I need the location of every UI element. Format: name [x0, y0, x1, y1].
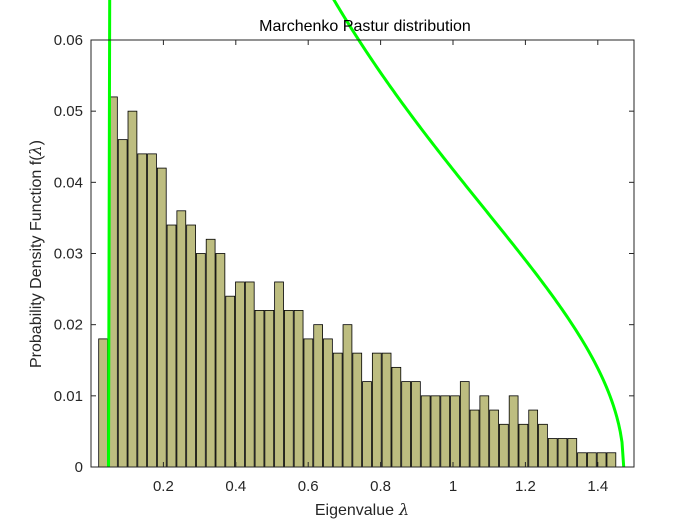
histogram-bar: [98, 338, 108, 468]
histogram-bar: [371, 352, 382, 468]
histogram-bar: [440, 395, 451, 468]
histogram-bar: [147, 153, 157, 468]
x-axis-title: Eigenvalue λ: [315, 500, 409, 519]
histogram-bar: [196, 253, 206, 468]
x-tick-label: 0.8: [370, 478, 391, 495]
y-axis-title: Probability Density Function f(λ): [26, 140, 45, 368]
histogram-bar: [225, 295, 236, 468]
histogram-bar: [547, 438, 558, 468]
x-tick-label: 0.2: [153, 478, 174, 495]
histogram-bar: [479, 395, 490, 468]
histogram-bar: [244, 281, 255, 468]
tick-labels: 0.2 0.4 0.6 0.8 1 1.2 1.4 0 0.01 0.02 0.03 0.04 0.05…: [54, 32, 608, 495]
theoretical-curve-line: [107, 0, 626, 468]
histogram-bar: [401, 381, 411, 468]
histogram-bar: [528, 409, 539, 468]
y-tick-label: 0: [75, 459, 83, 476]
x-tick-label: 1: [449, 478, 457, 495]
histogram-bar: [166, 224, 177, 468]
histogram-bar: [381, 352, 392, 468]
histogram-bar: [538, 423, 548, 468]
y-tick-label: 0.04: [54, 174, 83, 191]
histogram-bar: [489, 409, 499, 468]
histogram-bar: [450, 395, 460, 468]
histogram-bar: [586, 452, 597, 468]
histogram-bar: [235, 281, 245, 468]
histogram-bar: [469, 409, 480, 468]
histogram-bar: [567, 438, 578, 468]
histogram-bar: [362, 381, 372, 468]
histogram-bar: [411, 381, 421, 468]
axes: [90, 39, 635, 468]
y-axis-title-symbol: λ: [26, 145, 45, 156]
histogram-bar: [352, 352, 363, 468]
x-axis-title-text: Eigenvalue: [315, 502, 394, 519]
histogram-bar: [313, 324, 323, 468]
y-tick-label: 0.05: [54, 103, 83, 120]
histogram-bar: [557, 438, 568, 468]
x-tick-label: 1.2: [515, 478, 536, 495]
x-axis-title-symbol: λ: [398, 500, 409, 519]
histogram-bar: [274, 281, 284, 468]
histogram-bar: [323, 338, 333, 468]
y-axis-title-text: Probability Density Function f(: [28, 155, 45, 368]
chart-title: Marchenko Pastur distribution: [259, 18, 471, 35]
histogram-bar: [499, 423, 509, 468]
histogram-bar: [127, 110, 138, 468]
y-tick-label: 0.06: [54, 32, 83, 49]
x-tick-label: 0.6: [298, 478, 319, 495]
histogram-bar: [293, 310, 304, 468]
histogram-bar: [606, 452, 617, 468]
histogram-bar: [518, 423, 529, 468]
histogram-bar: [156, 167, 167, 468]
histogram-bar: [186, 224, 196, 468]
histogram-bar: [430, 395, 441, 468]
histogram-bar: [283, 310, 294, 468]
histogram-bars: [98, 96, 617, 468]
y-tick-label: 0.01: [54, 388, 83, 405]
x-tick-label: 1.4: [587, 478, 608, 495]
histogram-bar: [303, 338, 314, 468]
histogram-bar: [215, 253, 226, 468]
histogram-bar: [254, 310, 265, 468]
histogram-bar: [332, 352, 343, 468]
histogram-bar: [459, 381, 470, 468]
histogram-bar: [176, 210, 187, 468]
x-tick-label: 0.4: [225, 478, 246, 495]
histogram-bar: [577, 452, 587, 468]
histogram-bar: [596, 452, 607, 468]
histogram-bar: [117, 139, 128, 468]
y-tick-label: 0.02: [54, 317, 83, 334]
histogram-bar: [205, 238, 216, 468]
histogram-bar: [264, 310, 275, 468]
histogram-bar: [391, 366, 402, 468]
y-tick-label: 0.03: [54, 246, 83, 263]
histogram-bar: [420, 395, 431, 468]
histogram-bar: [137, 153, 148, 468]
histogram-bar: [342, 324, 353, 468]
y-axis-title-suffix: ): [28, 140, 45, 145]
histogram-bar: [508, 395, 519, 468]
